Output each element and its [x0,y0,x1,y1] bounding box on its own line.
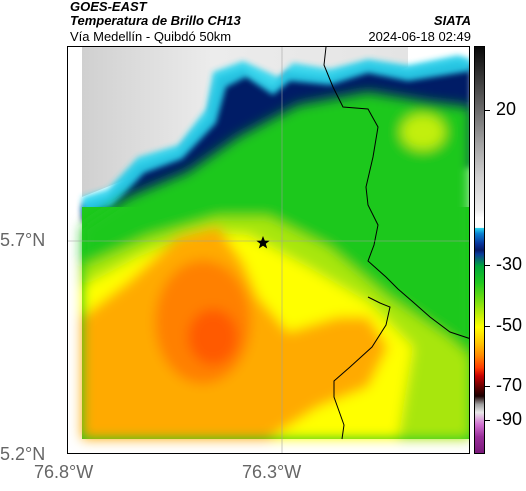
organization-label: SIATA [433,13,471,28]
y-tick-label: 5.2°N [0,444,46,464]
country-border [323,47,469,339]
x-tick-label: 76.8°W [34,462,94,482]
location-star-icon [256,236,270,249]
y-tick-label: 5.7°N [0,230,46,250]
satellite-name: GOES-EAST [70,0,147,14]
colorbar-tick-mark [485,110,490,111]
cold-cell-ne [401,114,445,150]
colorbar-tick-mark [485,420,490,421]
timestamp-label: 2024-06-18 02:49 [368,29,471,44]
satellite-map [67,46,470,454]
product-title: Temperatura de Brillo CH13 [70,13,241,28]
hottest-core [188,309,238,365]
x-tick-label: 76.3°W [242,462,302,482]
colorbar-tick-mark [485,326,490,327]
no-data-left-strip [68,47,82,453]
department-border [333,296,391,440]
colorbar-tick-label: -50 [496,315,523,335]
cyan-edge-band [82,55,469,215]
colorbar-tick-mark [485,386,490,387]
brightness-temperature-field [68,47,469,453]
colorbar-tick-label: -90 [496,409,523,429]
colorbar-tick-label: -30 [496,254,523,274]
colorbar-tick-mark [485,265,490,266]
colorbar-tick-label: -70 [496,375,523,395]
route-label: Vía Medellín - Quibdó 50km [70,29,232,44]
colorbar-tick-label: 20 [496,99,517,119]
colorbar [474,46,485,454]
no-data-bottom-strip [68,439,469,453]
